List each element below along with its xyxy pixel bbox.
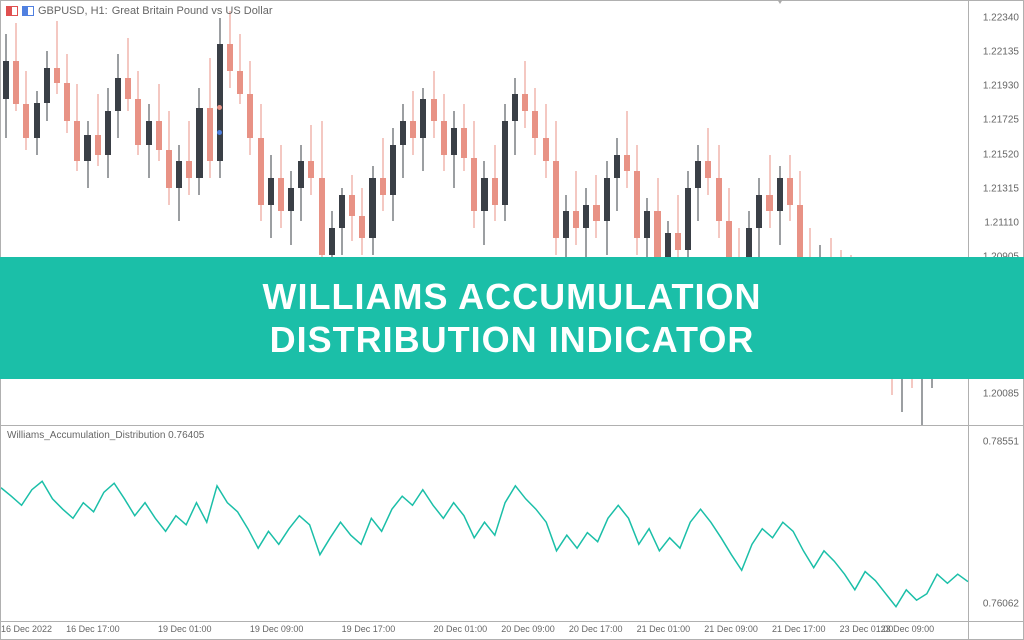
time-x-tick: 16 Dec 17:00: [66, 624, 120, 634]
indicator-label: Williams_Accumulation_Distribution 0.764…: [7, 430, 204, 441]
time-x-tick: 21 Dec 17:00: [772, 624, 826, 634]
time-x-tick: 20 Dec 17:00: [569, 624, 623, 634]
chart-type-icon-2: [22, 6, 34, 16]
symbol-description: Great Britain Pound vs US Dollar: [112, 5, 273, 17]
time-x-tick: 20 Dec 01:00: [434, 624, 488, 634]
price-y-tick: 1.21725: [983, 115, 1019, 126]
time-x-tick: 20 Dec 09:00: [501, 624, 555, 634]
marker-arrow-down-icon: [775, 0, 785, 4]
indicator-polyline: [1, 481, 968, 606]
indicator-y-axis: 0.78551 0.76062: [968, 426, 1023, 621]
banner-line-2: DISTRIBUTION INDICATOR: [0, 318, 1024, 361]
indicator-line-svg: [1, 426, 968, 621]
time-x-tick: 16 Dec 2022: [1, 624, 52, 634]
time-x-tick: 21 Dec 01:00: [637, 624, 691, 634]
indicator-y-tick: 0.76062: [983, 598, 1019, 609]
price-y-tick: 1.20085: [983, 389, 1019, 400]
chart-type-icon: [6, 6, 18, 16]
time-x-tick: 19 Dec 17:00: [342, 624, 396, 634]
indicator-panel[interactable]: Williams_Accumulation_Distribution 0.764…: [1, 426, 1023, 621]
banner-line-1: WILLIAMS ACCUMULATION: [0, 275, 1024, 318]
indicator-value: 0.76405: [168, 430, 204, 441]
price-y-tick: 1.21520: [983, 149, 1019, 160]
price-y-tick: 1.21315: [983, 183, 1019, 194]
indicator-name: Williams_Accumulation_Distribution: [7, 430, 165, 441]
indicator-y-tick: 0.78551: [983, 437, 1019, 448]
price-y-tick: 1.22340: [983, 12, 1019, 23]
time-x-tick: 23 Dec 09:00: [881, 624, 935, 634]
indicator-chart-area[interactable]: Williams_Accumulation_Distribution 0.764…: [1, 426, 968, 621]
chart-header: GBPUSD, H1: Great Britain Pound vs US Do…: [6, 5, 272, 17]
symbol-label: GBPUSD, H1:: [38, 5, 108, 17]
price-y-tick: 1.22135: [983, 46, 1019, 57]
price-y-tick: 1.21930: [983, 81, 1019, 92]
time-x-tick: 21 Dec 09:00: [704, 624, 758, 634]
price-y-tick: 1.21110: [984, 218, 1019, 229]
title-banner: WILLIAMS ACCUMULATION DISTRIBUTION INDIC…: [0, 257, 1024, 379]
time-x-tick: 19 Dec 09:00: [250, 624, 304, 634]
time-x-tick: 19 Dec 01:00: [158, 624, 212, 634]
time-x-axis: 16 Dec 2022 16 Dec 17:00 19 Dec 01:00 19 De…: [1, 621, 1023, 639]
